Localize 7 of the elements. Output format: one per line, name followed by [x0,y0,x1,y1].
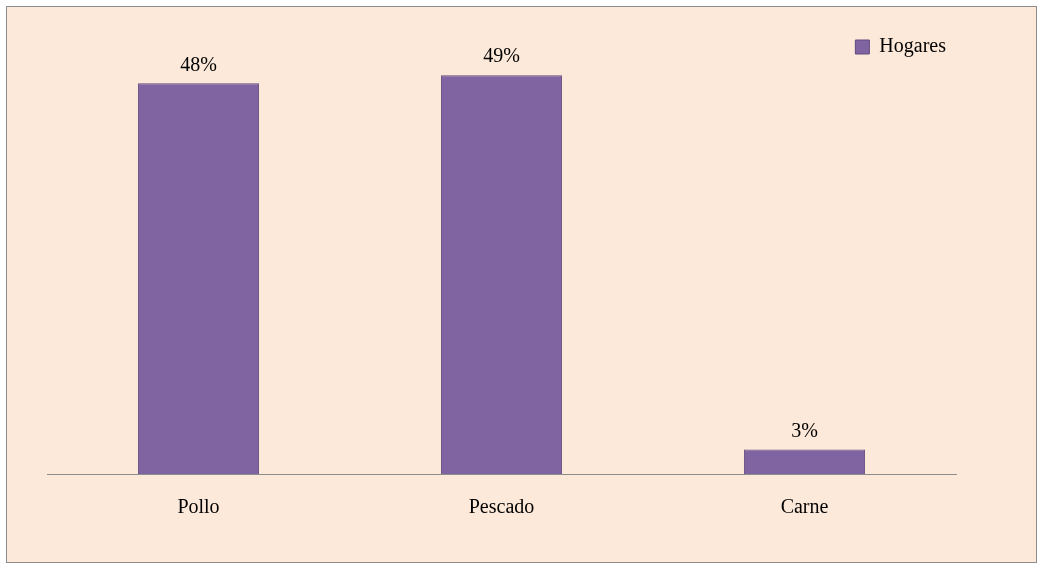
data-label: 48% [180,52,217,75]
legend-label: Hogares [879,34,947,58]
data-label: 49% [483,44,520,67]
x-tick-label: Pollo [177,495,220,518]
data-label: 3% [791,418,818,441]
x-tick-label: Carne [780,495,829,518]
x-tick-label: Pescado [468,495,535,518]
